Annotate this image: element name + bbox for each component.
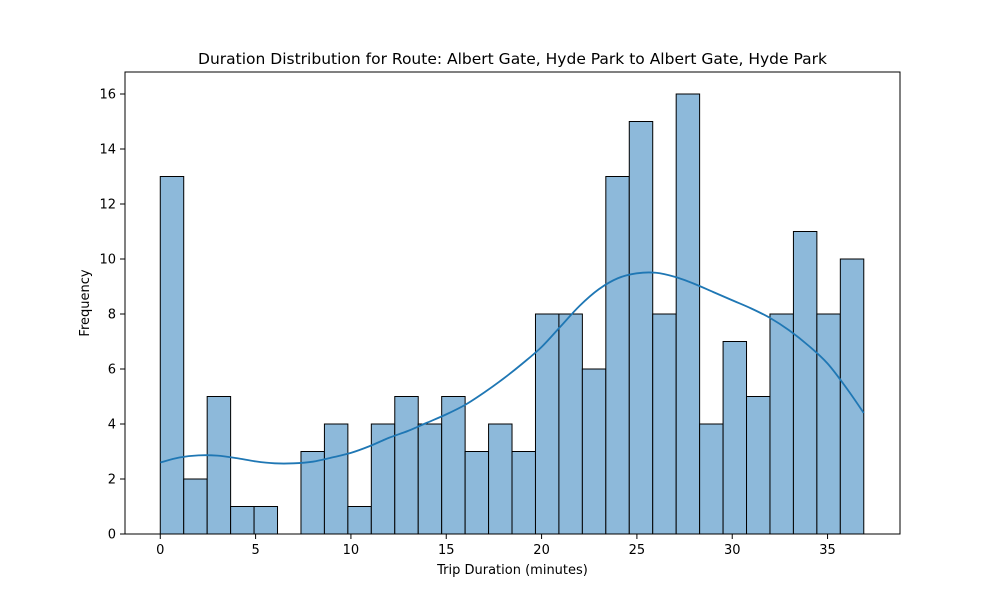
x-tick-label: 25 [629,543,646,558]
histogram-bar [323,423,349,535]
x-tick-label: 5 [251,543,259,558]
y-tick-label: 4 [108,418,116,433]
histogram-bar [347,506,372,535]
histogram-bar [769,313,794,535]
y-tick-label: 8 [108,308,116,323]
histogram-bar [816,313,841,535]
histogram-bar [581,368,607,535]
histogram-bar [652,313,677,535]
y-tick-label: 16 [99,88,116,103]
y-tick-label: 0 [108,528,116,543]
y-tick-label: 12 [99,198,116,213]
y-tick-label: 10 [99,253,116,268]
histogram-bar [558,313,583,535]
y-tick-label: 14 [99,143,116,158]
y-axis-label: Frequency [78,269,93,336]
x-tick-label: 30 [724,543,741,558]
kde-curve [160,271,865,465]
histogram-bar [605,176,630,535]
histogram-bar [675,93,701,535]
histogram-bar [253,506,279,535]
x-tick-label: 10 [343,543,360,558]
histogram-bar [534,313,560,535]
x-axis-ticks: 0 5 10 15 20 25 30 35 [156,534,836,558]
histogram-bar [628,121,654,535]
y-tick-label: 2 [108,473,116,488]
histogram-bar [488,423,513,535]
x-tick-label: 35 [819,543,836,558]
histogram-bar [722,341,748,535]
histogram-bar [230,506,255,535]
histogram-bar [394,396,419,535]
x-axis-label: Trip Duration (minutes) [436,563,588,578]
x-tick-label: 20 [533,543,550,558]
histogram-bar [746,396,771,535]
histogram-bar [441,396,466,535]
plot-frame [124,71,901,535]
histogram-bar [511,451,536,535]
histogram-bar [183,478,208,535]
histogram-bar [206,396,232,535]
x-tick-label: 0 [156,543,164,558]
histogram-bar [792,231,818,535]
histogram-bar [417,423,443,535]
histogram-bar [464,451,490,535]
histogram-bar [159,176,185,535]
histogram-bar [300,451,325,535]
x-tick-label: 15 [438,543,455,558]
y-tick-label: 6 [108,363,116,378]
chart-title: Duration Distribution for Route: Albert … [198,50,827,68]
bars-group [159,93,865,535]
y-axis-ticks: 0 2 4 6 8 10 12 14 16 [99,88,125,543]
histogram-bar [699,423,724,535]
